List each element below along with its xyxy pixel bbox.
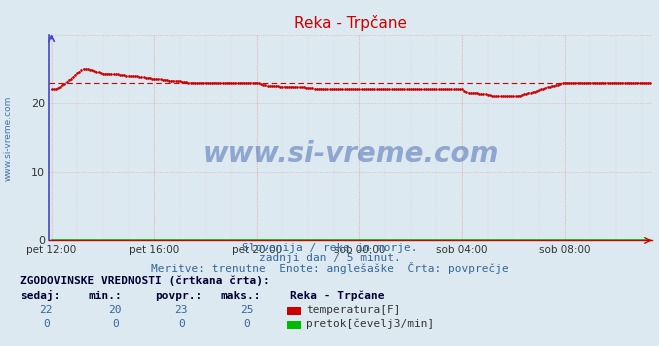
Text: 0: 0 xyxy=(244,319,250,329)
Text: sedaj:: sedaj: xyxy=(20,290,60,301)
Text: 0: 0 xyxy=(178,319,185,329)
Text: 0: 0 xyxy=(112,319,119,329)
Text: 20: 20 xyxy=(109,305,122,315)
Text: 25: 25 xyxy=(241,305,254,315)
Text: 0: 0 xyxy=(43,319,49,329)
Text: www.si-vreme.com: www.si-vreme.com xyxy=(3,96,13,181)
Text: min.:: min.: xyxy=(89,291,123,301)
Text: pretok[čevelj3/min]: pretok[čevelj3/min] xyxy=(306,318,435,329)
Text: Reka - Trpčane: Reka - Trpčane xyxy=(290,291,384,301)
Text: temperatura[F]: temperatura[F] xyxy=(306,305,401,315)
Text: Slovenija / reke in morje.: Slovenija / reke in morje. xyxy=(242,243,417,253)
Text: ZGODOVINSKE VREDNOSTI (črtkana črta):: ZGODOVINSKE VREDNOSTI (črtkana črta): xyxy=(20,276,270,286)
Text: www.si-vreme.com: www.si-vreme.com xyxy=(203,140,499,168)
Title: Reka - Trpčane: Reka - Trpčane xyxy=(295,15,407,31)
Text: zadnji dan / 5 minut.: zadnji dan / 5 minut. xyxy=(258,253,401,263)
Text: povpr.:: povpr.: xyxy=(155,291,202,301)
Text: 22: 22 xyxy=(40,305,53,315)
Text: maks.:: maks.: xyxy=(221,291,261,301)
Text: 23: 23 xyxy=(175,305,188,315)
Text: Meritve: trenutne  Enote: anglešaške  Črta: povprečje: Meritve: trenutne Enote: anglešaške Črta… xyxy=(151,262,508,274)
